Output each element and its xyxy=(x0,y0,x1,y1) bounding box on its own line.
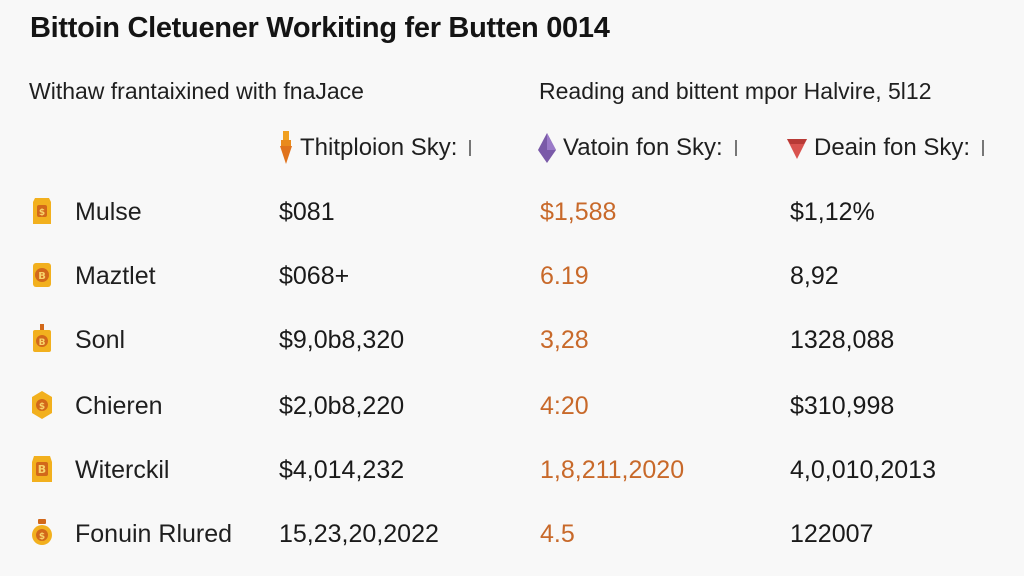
row-value-1: $081 xyxy=(279,198,335,226)
text-cursor xyxy=(734,140,737,156)
row-value-3: $310,998 xyxy=(790,392,895,420)
orange-pin-icon xyxy=(280,131,292,164)
svg-text:$: $ xyxy=(39,402,45,412)
table-row[interactable]: B Witerckil $4,014,232 1,8,211,2020 4,0,… xyxy=(0,450,1024,490)
column-header-2-label: Vatoin fon Sky: xyxy=(563,134,723,161)
column-header-3-label: Deain fon Sky: xyxy=(814,134,971,161)
svg-text:B: B xyxy=(38,463,46,476)
bitcoin-coin-icon: $ xyxy=(32,519,52,545)
row-value-2: 6.19 xyxy=(540,262,589,290)
row-value-2: 1,8,211,2020 xyxy=(540,456,685,484)
column-header-1-label: Thitploion Sky: xyxy=(300,134,458,161)
row-name: Witerckil xyxy=(75,456,170,484)
row-value-2: 4:20 xyxy=(540,392,589,420)
row-name: Fonuin Rlured xyxy=(75,520,233,548)
row-value-2: 4.5 xyxy=(540,520,575,548)
svg-text:$: $ xyxy=(39,208,45,218)
bitcoin-coin-icon: $ xyxy=(33,198,51,224)
table-row[interactable]: B Maztlet $068+ 6.19 8,92 xyxy=(0,256,1024,296)
column-header-2[interactable]: Vatoin fon Sky: xyxy=(537,130,737,166)
row-name: Chieren xyxy=(75,392,163,420)
page-title: Bittoin Cletuener Workiting fer Butten 0… xyxy=(30,12,610,44)
row-value-1: $068+ xyxy=(279,262,350,290)
table-row[interactable]: $ Fonuin Rlured 15,23,20,2022 4.5 122007 xyxy=(0,514,1024,554)
column-header-3[interactable]: Deain fon Sky: xyxy=(786,130,985,166)
table-row[interactable]: $ Mulse $081 $1,588 $1,12% xyxy=(0,192,1024,232)
bitcoin-coin-icon: $ xyxy=(32,391,52,419)
row-name: Maztlet xyxy=(75,262,156,290)
row-name: Sonl xyxy=(75,326,126,354)
row-value-2: $1,588 xyxy=(540,198,617,226)
row-value-2: 3,28 xyxy=(540,326,589,354)
column-header-1[interactable]: Thitploion Sky: xyxy=(278,130,472,166)
row-value-3: 122007 xyxy=(790,520,874,548)
bitcoin-coin-icon: B xyxy=(32,456,52,482)
row-value-1: $4,014,232 xyxy=(279,456,405,484)
subtitle-right: Reading and bittent mpor Halvire, 5l12 xyxy=(539,78,932,104)
svg-text:$: $ xyxy=(39,532,45,542)
row-value-1: $2,0b8,220 xyxy=(279,392,405,420)
bitcoin-coin-icon: B xyxy=(33,324,51,352)
table-row[interactable]: $ Chieren $2,0b8,220 4:20 $310,998 xyxy=(0,386,1024,426)
purple-diamond-icon xyxy=(538,133,556,163)
svg-text:B: B xyxy=(38,271,46,282)
row-name: Mulse xyxy=(75,198,142,226)
row-value-1: $9,0b8,320 xyxy=(279,326,405,354)
svg-text:B: B xyxy=(39,338,46,348)
row-value-3: 8,92 xyxy=(790,262,839,290)
red-diamond-icon xyxy=(787,139,807,159)
subtitle-left: Withaw frantaixined with fnaJace xyxy=(29,78,364,104)
row-value-3: 4,0,010,2013 xyxy=(790,456,936,484)
row-value-3: $1,12% xyxy=(790,198,875,226)
table-row[interactable]: B Sonl $9,0b8,320 3,28 1328,088 xyxy=(0,320,1024,360)
text-cursor xyxy=(982,140,985,156)
text-cursor xyxy=(469,140,472,156)
row-value-1: 15,23,20,2022 xyxy=(279,520,439,548)
bitcoin-coin-icon: B xyxy=(33,263,51,287)
row-value-3: 1328,088 xyxy=(790,326,895,354)
